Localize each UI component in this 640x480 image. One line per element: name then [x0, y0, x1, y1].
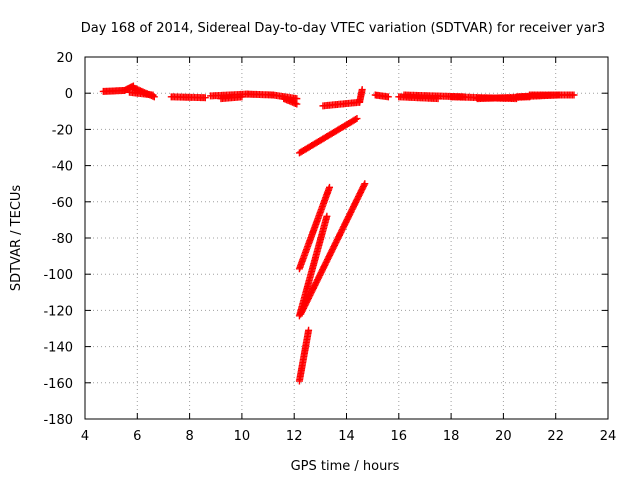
y-tick-label: -20 [52, 123, 73, 138]
x-tick-label: 8 [185, 429, 193, 444]
grid [85, 57, 608, 419]
data-point [238, 93, 246, 101]
x-tick-label: 4 [81, 429, 89, 444]
x-tick-label: 12 [286, 429, 303, 444]
data-point [361, 180, 369, 188]
y-tick-label: -40 [52, 160, 73, 175]
data-point [384, 93, 392, 101]
x-axis-label: GPS time / hours [291, 459, 400, 474]
data-point [358, 86, 366, 94]
data-point [201, 94, 209, 102]
data-points [99, 82, 578, 385]
data-point [293, 100, 301, 108]
y-tick-label: -100 [43, 268, 73, 283]
x-tick-label: 22 [547, 429, 564, 444]
axis-ticks: 4 6 8 10 12 14 16 18 20 22 24 20 0 -20 -40 -60 -80 -100 -1… [43, 51, 616, 444]
y-tick-label: -80 [52, 232, 73, 247]
x-tick-label: 18 [443, 429, 460, 444]
data-point [352, 115, 360, 123]
x-tick-label: 14 [338, 429, 355, 444]
data-point [149, 91, 157, 99]
data-point [360, 181, 368, 189]
x-tick-label: 10 [234, 429, 251, 444]
data-point [353, 115, 361, 123]
x-tick-label: 20 [495, 429, 512, 444]
data-point [305, 326, 313, 334]
x-tick-label: 6 [133, 429, 141, 444]
x-tick-label: 24 [600, 429, 617, 444]
y-tick-label: -160 [43, 377, 73, 392]
y-tick-label: -120 [43, 304, 73, 319]
y-tick-label: -180 [43, 413, 73, 428]
plot-frame [84, 56, 609, 420]
x-tick-label: 16 [391, 429, 408, 444]
y-axis-label: SDTVAR / TECUs [9, 185, 24, 292]
y-tick-label: -60 [52, 196, 73, 211]
data-point [323, 212, 331, 220]
data-point [570, 91, 578, 99]
y-tick-label: 20 [56, 51, 73, 66]
y-tick-label: -140 [43, 341, 73, 356]
chart-title: Day 168 of 2014, Sidereal Day-to-day VTE… [81, 21, 605, 36]
data-point [326, 183, 334, 191]
y-tick-label: 0 [65, 87, 73, 102]
